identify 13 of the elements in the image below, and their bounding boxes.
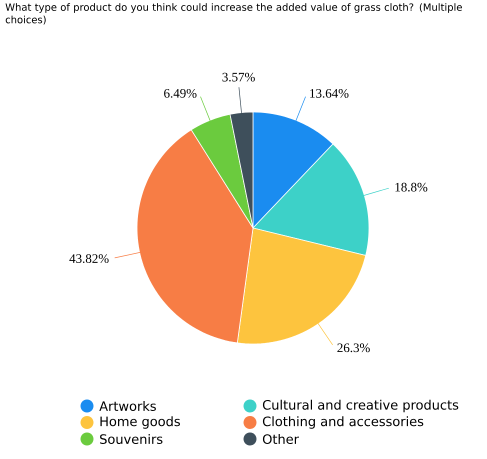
data-label: 13.64% [310,88,349,98]
data-label: 3.57% [222,72,255,82]
legend-label: Clothing and accessories [262,416,424,429]
legend-label: Artworks [99,400,156,412]
data-label: 43.82% [69,254,109,264]
legend-label: Cultural and creative products [262,400,458,412]
chart-title: What type of product do you think could increase the added value of grass cloth? (Multiple choices) [6,3,462,25]
data-label: 18.8% [395,182,428,192]
legend-label: Souvenirs [100,434,162,444]
data-label: 6.49% [164,88,197,98]
legend-label: Other [262,434,299,444]
data-label: 26.3% [337,343,370,352]
legend-label: Home goods [100,416,180,429]
